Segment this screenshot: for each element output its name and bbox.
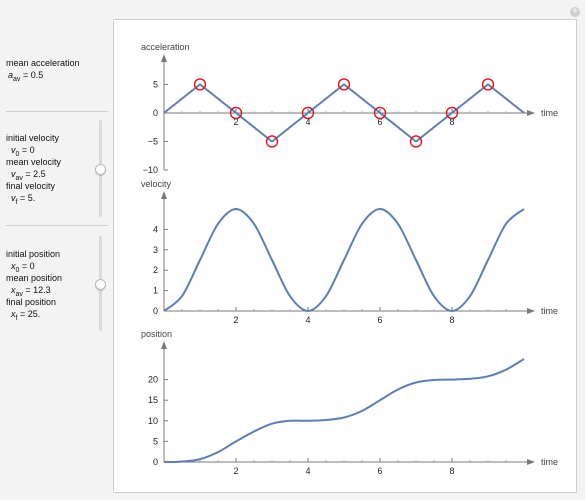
- xav-symbol: x: [11, 285, 16, 295]
- plot-panel: acceleration time −10 −5 0 5 2 4 6 8 velocity time 0…: [113, 19, 577, 493]
- velocity-slider-thumb[interactable]: [95, 163, 106, 175]
- vf-symbol: v: [11, 193, 16, 203]
- acceleration-marker: [373, 106, 387, 120]
- final-velocity-value: vf = 5.: [11, 192, 35, 209]
- acceleration-x-tick-label: 2: [233, 117, 238, 127]
- position-slider-thumb[interactable]: [95, 278, 106, 290]
- acceleration-x-label: time: [541, 108, 558, 118]
- mean-position-label: mean position: [6, 273, 63, 283]
- mean-velocity-label: mean velocity: [6, 157, 62, 167]
- motion-plots: acceleration time −10 −5 0 5 2 4 6 8 velocity time 0…: [141, 42, 558, 476]
- acceleration-marker: [481, 78, 495, 91]
- acceleration-y-tick-label: −10: [143, 165, 158, 175]
- divider-2: [6, 225, 108, 226]
- final-position-value: xf = 25.: [11, 308, 40, 325]
- velocity-y-tick-label: 2: [153, 265, 158, 275]
- mean-position-value: xav = 12.3: [11, 284, 51, 301]
- acceleration-marker: [409, 135, 423, 148]
- acceleration-marker: [445, 106, 459, 120]
- position-x-arrow: [527, 459, 535, 465]
- acceleration-y-tick-label: −5: [148, 136, 158, 146]
- position-x-tick-label: 4: [305, 466, 310, 476]
- acceleration-y-arrow: [161, 54, 167, 62]
- x0-sub: 0: [15, 266, 20, 274]
- final-position-label: final position: [6, 297, 57, 307]
- mean-acceleration-label: mean acceleration: [6, 58, 80, 68]
- position-y-tick-label: 20: [148, 375, 158, 385]
- mean-acceleration-number: = 0.5: [22, 70, 44, 80]
- xf-symbol: x: [11, 309, 16, 319]
- initial-velocity-value: v0 = 0: [11, 144, 35, 161]
- mean-acceleration-subscript: av: [13, 75, 21, 83]
- velocity-x-tick-label: 6: [377, 315, 382, 325]
- divider-1: [6, 111, 108, 112]
- velocity-x-arrow: [527, 308, 535, 314]
- velocity-x-tick-label: 2: [233, 315, 238, 325]
- position-y-arrow: [161, 341, 167, 349]
- velocity-x-tick-label: 4: [305, 315, 310, 325]
- acceleration-y-tick-label: 0: [153, 108, 158, 118]
- controls-sidebar: mean acceleration aav = 0.5 initial velo…: [0, 0, 112, 500]
- final-velocity-label: final velocity: [6, 181, 56, 191]
- vf-sub: f: [15, 198, 18, 206]
- velocity-y-label: velocity: [141, 179, 172, 189]
- xav-number: = 12.3: [22, 285, 51, 295]
- position-y-tick-label: 10: [148, 416, 158, 426]
- vav-sub: av: [15, 174, 23, 182]
- vav-number: = 2.5: [22, 169, 46, 179]
- v0-number: = 0: [19, 145, 35, 155]
- acceleration-x-tick-label: 6: [377, 117, 382, 127]
- mean-acceleration-symbol: a: [8, 70, 14, 80]
- v0-symbol: v: [11, 145, 16, 155]
- position-x-tick-label: 6: [377, 466, 382, 476]
- mean-velocity-value: vav = 2.5: [11, 168, 46, 185]
- velocity-y-tick-label: 3: [153, 245, 158, 255]
- vf-number: = 5.: [17, 193, 36, 203]
- velocity-y-arrow: [161, 191, 167, 199]
- acceleration-series-line: [163, 83, 525, 143]
- initial-velocity-label: initial velocity: [6, 133, 60, 143]
- mean-acceleration-value: aav = 0.5: [8, 69, 43, 86]
- acceleration-x-tick-label: 8: [449, 117, 454, 127]
- velocity-y-tick-label: 4: [153, 224, 158, 234]
- velocity-y-tick-label: 1: [153, 286, 158, 296]
- position-x-tick-label: 8: [449, 466, 454, 476]
- acceleration-marker: [301, 106, 315, 120]
- v0-sub: 0: [15, 150, 20, 158]
- position-series-line: [163, 358, 525, 463]
- velocity-x-tick-label: 8: [449, 315, 454, 325]
- initial-position-value: x0 = 0: [11, 260, 35, 277]
- position-y-label: position: [141, 329, 172, 339]
- velocity-x-label: time: [541, 306, 558, 316]
- x0-number: = 0: [19, 261, 35, 271]
- velocity-y-tick-label: 0: [153, 306, 158, 316]
- position-x-label: time: [541, 457, 558, 467]
- acceleration-x-arrow: [527, 109, 535, 116]
- acceleration-y-label: acceleration: [141, 42, 190, 52]
- initial-position-label: initial position: [6, 249, 61, 259]
- acceleration-marker: [265, 135, 279, 148]
- vav-symbol: v: [11, 169, 16, 179]
- velocity-series-line: [163, 208, 525, 312]
- x0-symbol: x: [11, 261, 16, 271]
- xf-sub: f: [15, 314, 18, 322]
- add-icon[interactable]: +: [570, 7, 580, 17]
- acceleration-y-tick-label: 5: [153, 79, 158, 89]
- acceleration-marker: [337, 78, 351, 91]
- position-x-tick-label: 2: [233, 466, 238, 476]
- xav-sub: av: [15, 290, 23, 298]
- position-y-tick-label: 15: [148, 395, 158, 405]
- xf-number: = 25.: [17, 309, 41, 319]
- acceleration-marker: [229, 106, 243, 120]
- position-y-tick-label: 0: [153, 457, 158, 467]
- position-y-tick-label: 5: [153, 436, 158, 446]
- acceleration-marker: [193, 78, 207, 91]
- acceleration-x-tick-label: 4: [305, 117, 310, 127]
